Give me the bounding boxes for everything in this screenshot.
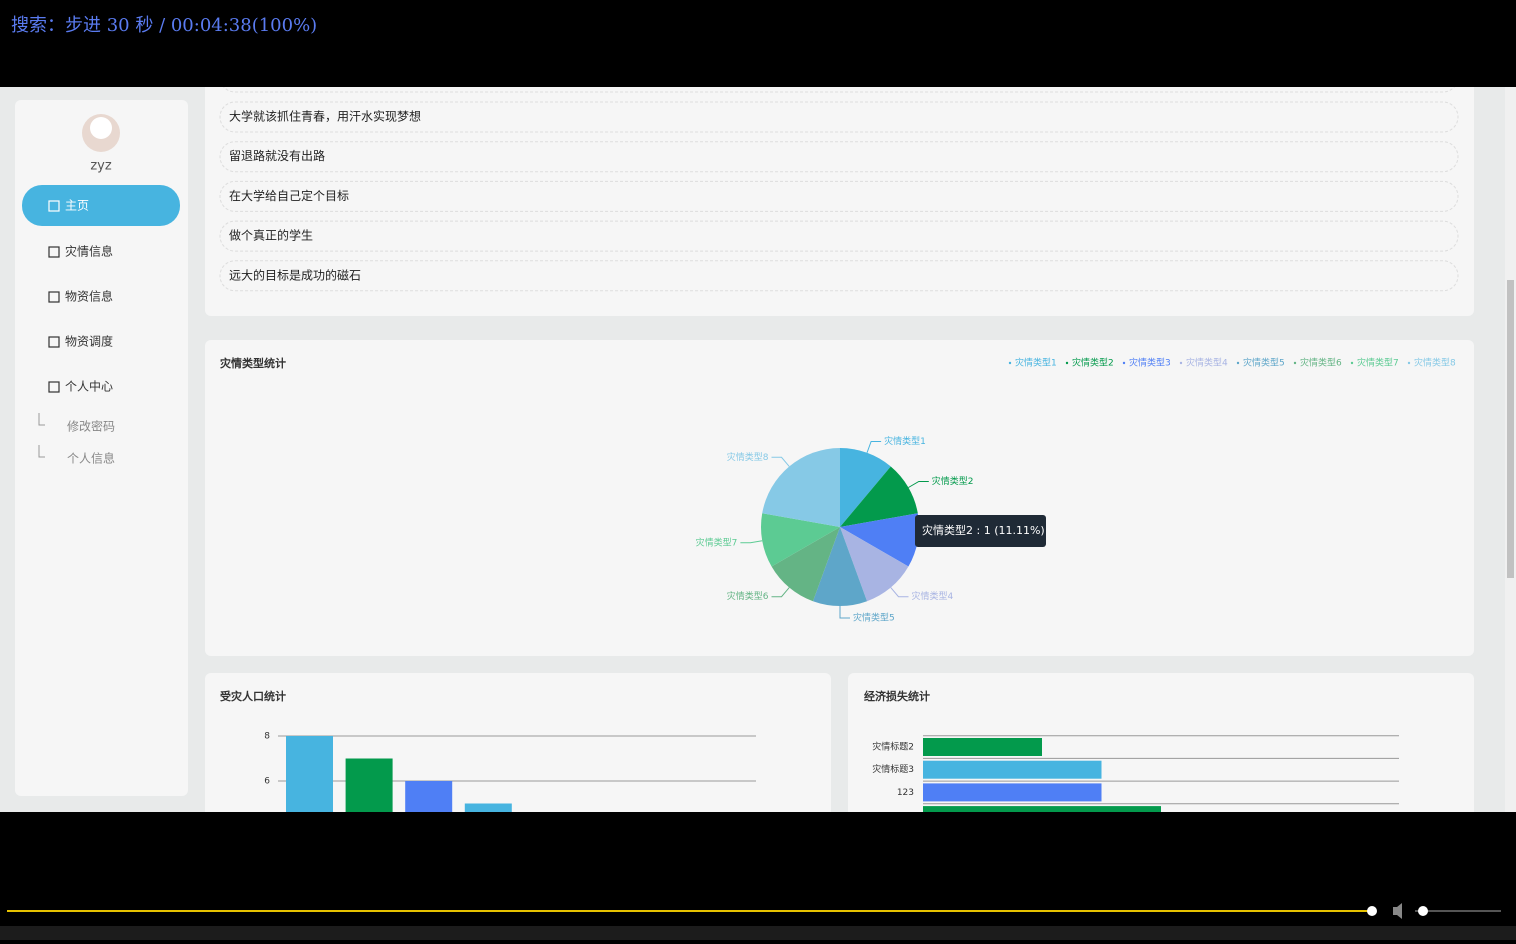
legend-item[interactable]: 灾情类型2: [1072, 357, 1114, 369]
progress-knob[interactable]: [1367, 906, 1377, 916]
legend-dot: [1407, 361, 1411, 365]
menu-item[interactable]: 灾情信息: [65, 244, 113, 259]
pie-leader: [908, 481, 929, 488]
y-tick-label: 6: [264, 777, 270, 787]
legend-dot: [1236, 361, 1240, 365]
pie-slice[interactable]: [761, 513, 840, 567]
menu-item[interactable]: 物资调度: [65, 334, 113, 349]
pie-slice[interactable]: [840, 527, 909, 602]
chart-title: 灾情类型统计: [220, 356, 286, 370]
legend-item[interactable]: 灾情类型7: [1357, 357, 1399, 369]
pie-leader: [771, 587, 790, 598]
pie-label: 灾情类型6: [727, 590, 769, 602]
quote-text: 做个真正的学生: [229, 228, 313, 243]
pie-leader: [839, 606, 850, 619]
submenu-branch: [38, 413, 45, 426]
toolbar: [0, 926, 1516, 940]
bar: [923, 738, 1042, 756]
legend-item[interactable]: 灾情类型3: [1129, 357, 1171, 369]
legend-item[interactable]: 灾情类型1: [1015, 357, 1057, 369]
pie-slice[interactable]: [840, 513, 920, 567]
pie-leader: [890, 587, 909, 598]
bar: [405, 781, 453, 812]
quote-text: 留退路就没有出路: [229, 148, 325, 163]
bar: [923, 806, 1161, 812]
chart-title: 经济损失统计: [864, 689, 930, 703]
quote-card: [205, 87, 1474, 316]
y-tick-label: 灾情标题3: [872, 763, 914, 775]
pie-slice[interactable]: [762, 448, 840, 527]
legend-dot: [1350, 361, 1354, 365]
menu-icon: [48, 336, 60, 348]
quote-row: [219, 260, 1459, 292]
pie-slice[interactable]: [840, 448, 891, 527]
volume-icon[interactable]: [1393, 903, 1402, 919]
menu-item[interactable]: 个人中心: [65, 379, 113, 394]
quote-row: [219, 101, 1459, 133]
menu-icon: [48, 381, 60, 393]
y-tick-label: 灾情标题2: [872, 741, 914, 753]
sidebar: [15, 100, 188, 796]
pie-leader: [740, 540, 763, 544]
legend-item[interactable]: 灾情类型4: [1186, 357, 1228, 369]
pie-label: 灾情类型2: [932, 475, 974, 487]
quote-text: 大学就该抓住青春，用汗水实现梦想: [229, 109, 421, 124]
overlay-text: 搜索：步进 30 秒 / 00:04:38(100%): [11, 15, 317, 36]
pie-leader: [771, 456, 790, 467]
y-tick-label: 123: [897, 788, 914, 798]
menu-item[interactable]: 主页: [65, 199, 89, 213]
submenu-item[interactable]: 修改密码: [67, 419, 115, 434]
bar: [464, 803, 512, 812]
pie-label: 灾情类型1: [884, 435, 926, 447]
pie-slice[interactable]: [812, 527, 868, 606]
legend-dot: [1293, 361, 1297, 365]
avatar-face: [90, 117, 112, 139]
menu-icon: [48, 246, 60, 258]
y-tick-label: 8: [264, 732, 270, 742]
quote-text: 远大的目标是成功的磁石: [229, 267, 361, 282]
menu-active[interactable]: [22, 185, 180, 226]
chart-title: 受灾人口统计: [220, 689, 286, 703]
pie-label: 灾情类型8: [727, 451, 769, 463]
quote-row: [219, 180, 1459, 212]
scroll-thumb[interactable]: [1507, 280, 1514, 578]
menu-item[interactable]: 物资信息: [65, 289, 113, 304]
submenu-branch: [38, 445, 45, 458]
user-name: zyz: [90, 159, 112, 174]
bar: [345, 758, 393, 812]
tooltip: [915, 515, 1046, 547]
quote-row: [219, 141, 1459, 173]
quote-row: [219, 220, 1459, 252]
legend-item[interactable]: 灾情类型8: [1414, 357, 1456, 369]
quote-text: 在大学给自己定个目标: [229, 188, 349, 203]
pie-label: 灾情类型4: [911, 590, 953, 602]
pie-leader: [866, 440, 882, 453]
legend-item[interactable]: 灾情类型6: [1300, 357, 1342, 369]
bar: [923, 783, 1102, 802]
legend-dot: [1179, 361, 1183, 365]
legend-item[interactable]: 灾情类型5: [1243, 357, 1285, 369]
tooltip-text: 灾情类型2 : 1 (11.11%): [922, 523, 1045, 537]
menu-icon: [48, 200, 60, 212]
legend-dot: [1008, 361, 1012, 365]
pie-slice[interactable]: [840, 466, 918, 527]
volume-knob[interactable]: [1418, 906, 1428, 916]
bar: [286, 736, 333, 812]
bar: [923, 760, 1102, 779]
volume-bar[interactable]: [1415, 910, 1501, 912]
pie-slice[interactable]: [771, 527, 840, 602]
submenu-item[interactable]: 个人信息: [67, 451, 115, 466]
progress-bar[interactable]: [7, 910, 1372, 912]
legend-dot: [1065, 361, 1069, 365]
pie-label: 灾情类型5: [853, 612, 895, 624]
menu-icon: [48, 291, 60, 303]
legend-dot: [1122, 361, 1126, 365]
pie-label: 灾情类型7: [696, 536, 738, 548]
